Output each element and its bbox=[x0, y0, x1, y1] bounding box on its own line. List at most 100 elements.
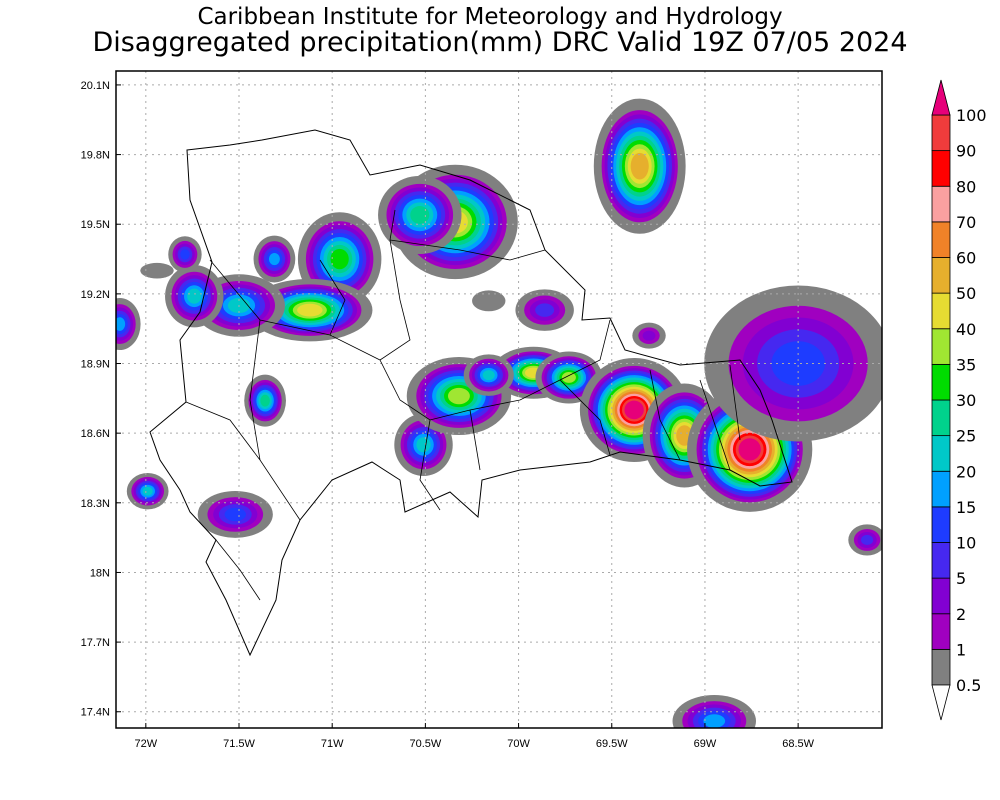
colorbar-swatch bbox=[931, 542, 951, 579]
colorbar-swatch bbox=[931, 328, 951, 365]
precip-contour-35 bbox=[447, 387, 470, 405]
x-tick-label: 71.5W bbox=[223, 738, 255, 750]
colorbar-label: 80 bbox=[956, 177, 976, 196]
colorbar-swatch bbox=[931, 435, 951, 472]
precip-cell bbox=[168, 236, 202, 273]
colorbar-label: 30 bbox=[956, 391, 976, 410]
precip-cell bbox=[704, 285, 882, 442]
y-tick-label: 20.1N bbox=[81, 80, 110, 92]
y-tick-label: 18.9N bbox=[81, 359, 110, 371]
precip-cell bbox=[253, 235, 296, 283]
precip-contour-30 bbox=[330, 248, 349, 270]
precip-contour-20 bbox=[482, 370, 495, 381]
x-tick-label: 70.5W bbox=[409, 738, 441, 750]
colorbar-label: 90 bbox=[956, 142, 976, 161]
province-lines bbox=[185, 209, 741, 601]
colorbar-swatch bbox=[931, 399, 951, 437]
graticule bbox=[116, 71, 882, 728]
precip-contour-5 bbox=[861, 534, 874, 546]
colorbar-label: 50 bbox=[956, 284, 976, 303]
precip-cell bbox=[472, 290, 506, 312]
precip-contour-25 bbox=[260, 394, 270, 407]
colorbar-label: 1 bbox=[956, 640, 966, 659]
precip-contour-15 bbox=[703, 714, 726, 728]
colorbar-swatch bbox=[931, 470, 951, 508]
precip-contour-50 bbox=[630, 152, 649, 180]
colorbar-swatch bbox=[931, 577, 951, 615]
x-tick-label: 70W bbox=[507, 738, 530, 750]
y-tick-label: 19.2N bbox=[81, 289, 110, 301]
colorbar-swatch bbox=[931, 221, 951, 258]
y-tick-label: 18.6N bbox=[81, 428, 110, 440]
precip-contour-5 bbox=[535, 303, 555, 317]
x-tick-label: 69W bbox=[694, 738, 717, 750]
precip-contour-35 bbox=[561, 371, 576, 383]
precip-contour-100 bbox=[738, 438, 761, 461]
precip-contour-40 bbox=[297, 303, 323, 317]
precip-contour-0.5 bbox=[140, 262, 174, 279]
colorbar-label: 5 bbox=[956, 569, 966, 588]
precip-cell bbox=[848, 524, 882, 556]
colorbar-label: 10 bbox=[956, 534, 976, 553]
precip-cell bbox=[632, 322, 666, 349]
precip-contour-0.5 bbox=[472, 290, 506, 312]
precip-contour-2 bbox=[642, 330, 656, 341]
y-tick-label: 17.7N bbox=[81, 637, 110, 649]
x-tick-label: 72W bbox=[135, 738, 158, 750]
precip-contour-20 bbox=[416, 437, 431, 453]
colorbar-label: 2 bbox=[956, 605, 966, 624]
colorbar-swatch bbox=[931, 257, 951, 294]
colorbar-label: 20 bbox=[956, 462, 976, 481]
precip-cell bbox=[297, 212, 382, 306]
precip-contour-20 bbox=[187, 288, 202, 304]
precip-contour-20 bbox=[142, 486, 153, 496]
y-tick-label: 19.5N bbox=[81, 219, 110, 231]
colorbar-swatch bbox=[931, 648, 951, 686]
colorbar-under-arrow bbox=[931, 684, 951, 721]
precip-contour-15 bbox=[116, 317, 126, 331]
x-tick-label: 71W bbox=[321, 738, 344, 750]
precip-cell bbox=[244, 374, 286, 427]
precip-contour-100 bbox=[624, 400, 644, 420]
precip-contour-15 bbox=[268, 252, 280, 266]
colorbar-label: 15 bbox=[956, 498, 976, 517]
precip-cell bbox=[165, 264, 224, 328]
colorbar-swatch bbox=[931, 613, 951, 650]
map-title: Disaggregated precipitation(mm) DRC Vali… bbox=[92, 27, 908, 58]
precip-contour-10 bbox=[771, 341, 825, 386]
colorbar-swatch bbox=[931, 506, 951, 543]
precip-cell bbox=[672, 695, 756, 728]
precip-contour-10 bbox=[180, 249, 190, 260]
y-tick-label: 18.3N bbox=[81, 498, 110, 510]
colorbar-label: 0.5 bbox=[956, 676, 981, 695]
colorbar-over-arrow bbox=[931, 79, 951, 116]
colorbar-swatch bbox=[931, 363, 951, 401]
x-tick-label: 69.5W bbox=[596, 738, 628, 750]
x-tick-label: 68.5W bbox=[782, 738, 814, 750]
colorbar-swatch bbox=[931, 292, 951, 330]
precip-cell bbox=[463, 354, 514, 396]
precip-cell bbox=[140, 262, 174, 279]
colorbar-label: 60 bbox=[956, 249, 976, 268]
y-tick-label: 18N bbox=[90, 567, 110, 579]
precip-cell bbox=[116, 298, 141, 351]
precip-contour-25 bbox=[410, 206, 430, 224]
colorbar-label: 35 bbox=[956, 355, 976, 374]
precip-cell bbox=[593, 98, 686, 234]
precip-contour-10 bbox=[224, 507, 247, 522]
colorbar-swatch bbox=[931, 150, 951, 187]
plot-frame bbox=[115, 70, 883, 729]
y-tick-label: 19.8N bbox=[81, 150, 110, 162]
country-borders bbox=[149, 129, 793, 657]
colorbar-label: 70 bbox=[956, 213, 976, 232]
colorbar-swatch bbox=[931, 114, 951, 152]
precip-cell bbox=[197, 491, 273, 538]
colorbar-label: 40 bbox=[956, 320, 976, 339]
y-tick-label: 17.4N bbox=[81, 707, 110, 719]
precip-cell bbox=[378, 175, 462, 254]
colorbar-label: 100 bbox=[956, 106, 987, 125]
precip-cell bbox=[515, 289, 574, 331]
precipitation-field bbox=[116, 98, 882, 728]
